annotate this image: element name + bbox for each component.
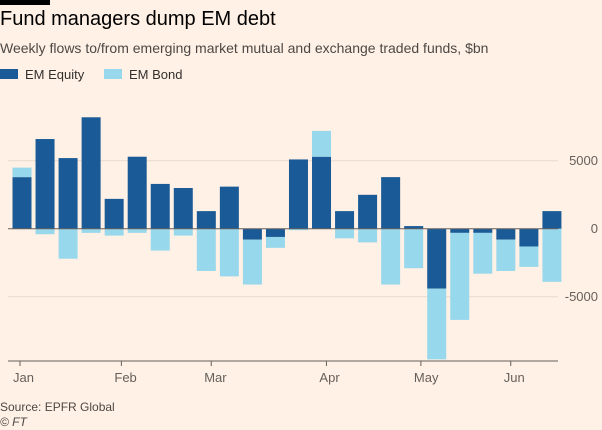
bar-em-bond <box>81 228 101 233</box>
bar-em-equity <box>519 228 539 247</box>
legend-swatch-em-equity <box>0 69 18 79</box>
bar-em-equity <box>312 156 332 229</box>
bar-em-equity <box>242 228 262 240</box>
bar-em-equity <box>12 177 32 229</box>
top-rule <box>0 0 50 5</box>
x-tick-label: Jun <box>504 370 525 385</box>
bar-em-equity <box>427 228 447 289</box>
bar-em-bond <box>288 228 308 231</box>
bar-em-bond <box>35 228 55 235</box>
legend-label-em-equity: EM Equity <box>25 66 85 82</box>
bar-em-bond <box>312 130 332 157</box>
bar-em-equity <box>173 188 193 229</box>
legend-label-em-bond: EM Bond <box>129 66 183 82</box>
bar-em-equity <box>473 228 493 233</box>
bar-em-equity <box>196 211 216 229</box>
bar-em-bond <box>381 228 401 285</box>
bar-em-bond <box>496 239 516 271</box>
bar-em-bond <box>427 288 447 360</box>
bar-em-bond <box>58 228 78 259</box>
bar-em-bond <box>196 228 216 271</box>
x-tick-label: Mar <box>204 370 227 385</box>
bar-em-bond <box>127 228 147 233</box>
bar-em-bond <box>150 228 170 251</box>
y-tick-label: 5000 <box>569 153 598 168</box>
bar-em-bond <box>242 239 262 285</box>
bar-em-equity <box>219 186 239 229</box>
bar-em-equity <box>358 194 378 229</box>
bar-em-equity <box>81 117 101 229</box>
x-tick-label: Feb <box>114 370 136 385</box>
bar-em-equity <box>58 158 78 229</box>
x-tick-label: Jan <box>13 370 34 385</box>
legend-item-em-bond: EM Bond <box>104 66 182 82</box>
bar-em-bond <box>519 246 539 267</box>
bar-em-equity <box>496 228 516 240</box>
source-note: Source: EPFR Global <box>0 400 115 414</box>
bar-em-bond <box>473 232 493 274</box>
bar-em-bond <box>404 228 424 269</box>
bar-em-equity <box>35 139 55 229</box>
bar-em-bond <box>12 167 32 178</box>
legend-item-em-equity: EM Equity <box>0 66 84 82</box>
bar-em-equity <box>450 228 470 233</box>
chart-title: Fund managers dump EM debt <box>0 8 276 30</box>
x-tick-label: Apr <box>319 370 340 385</box>
bar-em-equity <box>542 211 562 229</box>
bar-em-equity <box>265 228 285 237</box>
y-tick-label: 0 <box>591 221 598 236</box>
bar-em-equity <box>381 177 401 229</box>
legend-swatch-em-bond <box>104 69 122 79</box>
bar-em-bond <box>265 236 285 248</box>
x-tick-label: May <box>414 370 439 385</box>
bar-em-equity <box>127 156 147 229</box>
bar-em-bond <box>219 228 239 277</box>
bar-em-equity <box>404 226 424 229</box>
bar-em-bond <box>542 228 562 282</box>
y-tick-label: -5000 <box>565 289 598 304</box>
ft-credit: © FT <box>0 415 27 429</box>
bar-chart: 5000 0 -5000 Jan Feb Mar Apr May Jun <box>8 117 598 385</box>
bar-em-bond <box>173 228 193 236</box>
bar-em-equity <box>335 211 355 229</box>
bar-em-bond <box>358 228 378 243</box>
bar-em-bond <box>104 228 124 236</box>
bar-em-bond <box>335 228 355 239</box>
bar-em-equity <box>288 159 308 229</box>
bar-em-equity <box>150 183 170 229</box>
chart-subtitle: Weekly flows to/from emerging market mut… <box>0 40 489 56</box>
bar-em-bond <box>450 232 470 320</box>
bar-em-equity <box>104 198 124 229</box>
